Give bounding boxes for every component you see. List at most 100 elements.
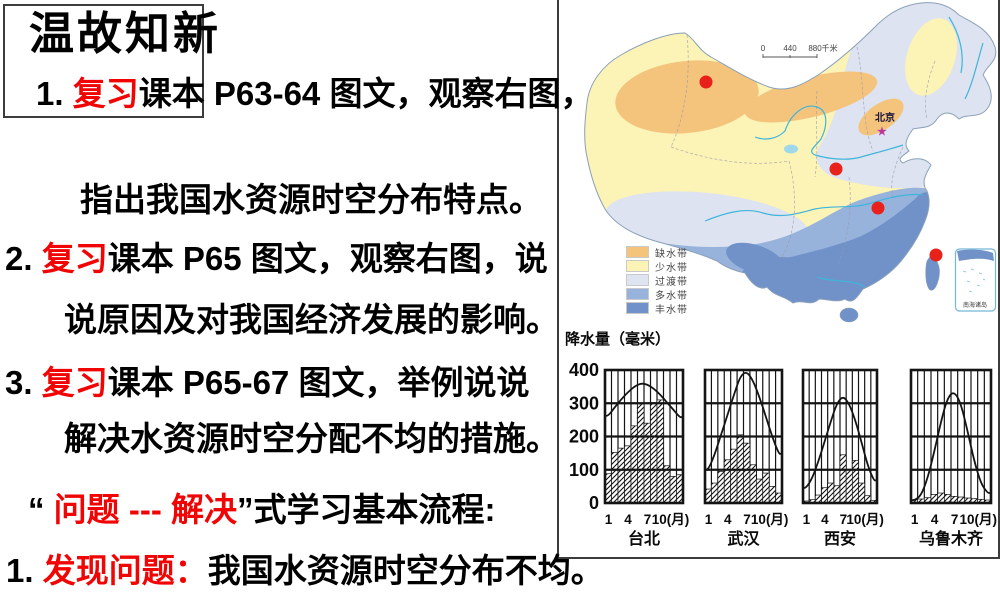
panel-frame: [909, 368, 993, 505]
line-text: 解决水资源时空分配不均的措施。: [64, 420, 559, 457]
china-water-zones-map: 0 440 880千米 北京 ★ 南海诸: [584, 2, 997, 323]
red-emphasis: 问题 --- 解决: [53, 491, 237, 528]
songhua-river: [948, 16, 963, 74]
line-text: 说原因及对我国经济发展的影响。: [64, 301, 559, 338]
precip-bar: [663, 465, 671, 504]
scale-end: 880千米: [808, 43, 837, 53]
legend-swatch: [626, 246, 649, 258]
panel-frame: [603, 368, 685, 505]
x-tick: 7: [743, 512, 751, 527]
y-tick-0: 0: [589, 493, 599, 513]
x-tick: 1: [605, 512, 613, 527]
temperature-curve: [911, 392, 990, 502]
open-quote: “: [28, 491, 54, 528]
precip-bar: [617, 447, 625, 504]
line-number: 1.: [36, 75, 64, 112]
zone-queshui: [744, 71, 878, 123]
y-tick-100: 100: [569, 460, 599, 480]
line-number: 1.: [6, 552, 34, 589]
precip-panel-2: 1 4 7 10(月) 武汉: [703, 368, 789, 548]
x-tick: 7: [951, 512, 959, 527]
red-emphasis: 复习: [72, 75, 139, 112]
taiwan-island: [925, 254, 940, 291]
zone-queshui: [858, 98, 904, 136]
precip-bar: [845, 469, 853, 504]
x-tick: 1: [705, 512, 713, 527]
city-dot-taipei: [929, 248, 943, 262]
zone-guodu-tibet: [605, 191, 809, 255]
legend-swatch: [626, 260, 649, 272]
precip-bar: [624, 445, 632, 504]
line-text: 我国水资源时空分布不均。: [207, 552, 604, 589]
x-tick: 4: [624, 512, 632, 527]
yangtze-river: [704, 193, 924, 222]
text-line-3: 2. 复习课本 P65 图文，观察右图，说: [5, 240, 548, 277]
x-tick: 7: [840, 512, 848, 527]
city-dot-wuhan: [871, 201, 885, 215]
red-emphasis: 发现问题：: [42, 552, 208, 589]
red-emphasis: 复习: [41, 364, 108, 401]
precip-panel-4: 1 4 7 10(月) 乌鲁木齐: [909, 368, 997, 548]
precip-bar: [650, 402, 658, 504]
text-line-4: 说原因及对我国经济发展的影响。: [64, 301, 559, 338]
precip-bar: [743, 442, 751, 504]
text-line-2: 指出我国水资源时空分布特点。: [80, 181, 542, 218]
line-text: 课本 P65 图文，观察右图，说: [107, 240, 548, 277]
precipitation-axis-title: 降水量（毫米）: [565, 330, 670, 348]
city-label-2: 武汉: [727, 529, 760, 548]
precip-bar: [827, 482, 835, 504]
beijing-label: 北京: [875, 111, 895, 124]
y-tick-300: 300: [569, 393, 599, 413]
x-tick: 10(月): [846, 512, 884, 527]
precip-panel-3: 1 4 7 10(月) 西安: [801, 368, 884, 548]
province-borders: [670, 34, 936, 268]
legend-item-2: 过渡带: [626, 274, 688, 288]
y-tick-200: 200: [569, 427, 599, 447]
slide-title: 温故知新: [3, 8, 423, 60]
pearl-river: [816, 276, 866, 288]
map-legend: 缺水带 少水带 过渡带 多水带 丰水带: [626, 246, 688, 317]
legend-swatch: [626, 302, 649, 314]
legend-swatch: [626, 274, 649, 286]
precip-bar: [755, 478, 764, 504]
zone-queshui: [615, 60, 759, 134]
city-dots: [699, 75, 943, 262]
text-line-7: “ 问题 --- 解决”式学习基本流程:: [28, 491, 495, 528]
beijing-star-icon: ★: [877, 126, 887, 138]
line-text: 课本 P65-67 图文，举例说说: [107, 364, 530, 401]
legend-label: 过渡带: [655, 276, 688, 288]
precip-bar: [821, 487, 829, 504]
city-label-3: 西安: [824, 529, 856, 548]
yellow-river: [754, 105, 904, 160]
line-text: 指出我国水资源时空分布特点。: [80, 181, 542, 218]
precip-bar: [669, 476, 677, 504]
map-scale-bar: 0 440 880千米: [761, 43, 838, 58]
title-box: [3, 4, 204, 118]
precip-bar: [643, 422, 651, 504]
china-outline: [584, 2, 997, 304]
line-number: 3.: [5, 364, 33, 401]
x-tick: 10(月): [751, 512, 789, 527]
south-sea-inset: 南海诸岛: [954, 248, 997, 312]
city-dot-urumqi: [699, 75, 713, 89]
legend-item-1: 少水带: [626, 260, 688, 274]
precip-bar: [656, 399, 664, 504]
precip-bar: [637, 403, 645, 504]
x-tick: 1: [803, 512, 811, 527]
temperature-curve: [705, 371, 781, 471]
qinghai-lake: [784, 144, 798, 154]
precip-bar: [711, 482, 719, 504]
hainan-island: [839, 307, 859, 323]
legend-swatch: [626, 288, 649, 300]
x-tick: 1: [911, 512, 919, 527]
temperature-curve: [803, 396, 876, 489]
red-emphasis: 复习: [41, 240, 108, 277]
panel-frame: [703, 368, 784, 505]
text-line-8: 1. 发现问题：我国水资源时空分布不均。: [6, 552, 604, 589]
text-line-5: 3. 复习课本 P65-67 图文，举例说说: [5, 364, 530, 401]
line-text: 课本 P63-64 图文，观察右图，: [138, 75, 594, 112]
legend-item-0: 缺水带: [626, 246, 688, 260]
zone-ne-yellow-patch: [905, 18, 957, 96]
precip-bar: [717, 471, 725, 504]
